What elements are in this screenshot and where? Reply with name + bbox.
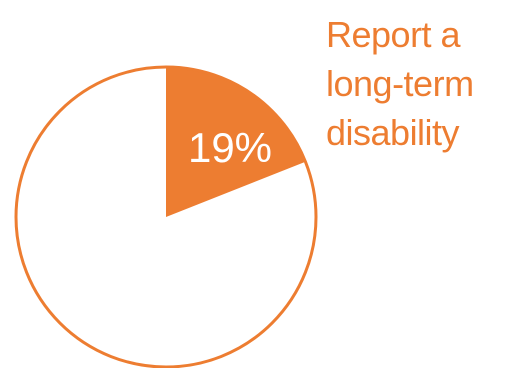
chart-caption: Report a long-term disability — [326, 10, 508, 157]
slice-value-label: 19% — [188, 124, 272, 171]
caption-line-1: Report a — [326, 14, 461, 55]
pie-slice-report-disability — [166, 67, 306, 217]
caption-line-2: long-term — [326, 63, 474, 104]
caption-line-3: disability — [326, 112, 460, 153]
pie-outline — [14, 65, 318, 368]
